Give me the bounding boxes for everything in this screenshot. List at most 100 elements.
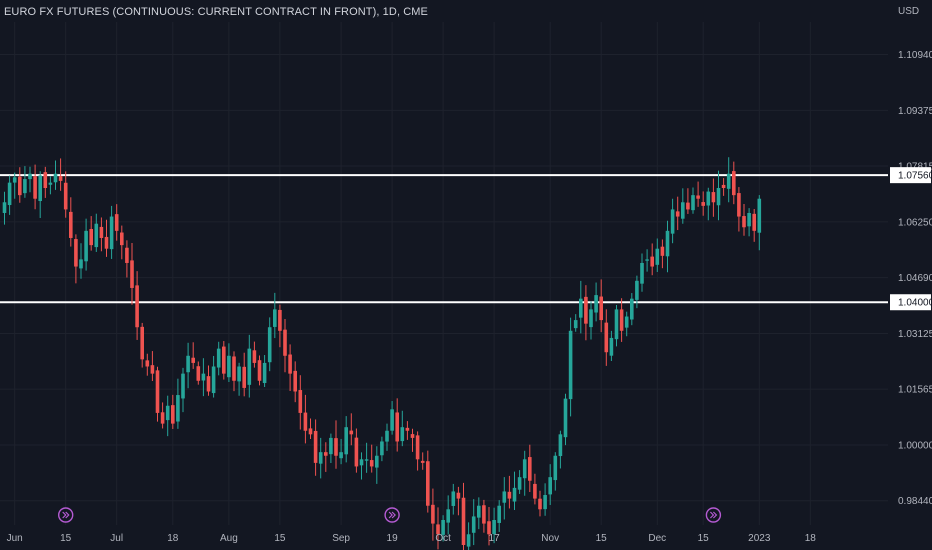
candle [645, 249, 649, 272]
candle-body [278, 309, 282, 331]
candle [247, 334, 252, 398]
candle-body [410, 434, 415, 438]
y-tick-label: 1.07815 [898, 162, 932, 173]
candle-body [589, 309, 593, 328]
candle-body [186, 355, 190, 373]
candle-body [711, 192, 716, 203]
candle-body [747, 212, 751, 227]
y-tick-label: 1.04690 [898, 273, 932, 284]
candle-body [477, 505, 481, 518]
candle [757, 195, 762, 251]
candle [273, 292, 277, 339]
candle [125, 240, 129, 278]
candle [579, 280, 583, 334]
candle [354, 428, 359, 473]
candle-body [665, 230, 670, 257]
candle [48, 176, 53, 195]
candle-body [359, 459, 364, 466]
time-axis[interactable]: Jun 15 Jul 18 Aug 15 Sep 19 Oct 17 Nov 15 Dec 15 2023 1… [7, 533, 817, 544]
candle-body [385, 430, 389, 442]
level-price-label: 1.07560 [898, 171, 932, 182]
candle-body [84, 230, 88, 262]
candle [359, 452, 364, 480]
candle-body [130, 260, 134, 288]
candle-body [165, 405, 170, 421]
dividend-marker-icon[interactable] [384, 507, 400, 523]
candle-body [18, 176, 22, 196]
candle [135, 271, 139, 340]
candle-body [405, 427, 410, 431]
candle-body [191, 357, 195, 363]
candle-body [619, 309, 624, 331]
candle-body [482, 505, 486, 524]
candle [145, 353, 150, 376]
candle-body [742, 216, 746, 228]
candle [109, 205, 114, 259]
candle [599, 279, 603, 333]
candle-body [176, 395, 180, 422]
candle [390, 401, 394, 435]
candle-body [171, 405, 175, 424]
y-tick-label: 1.01565 [898, 385, 932, 396]
candle [7, 175, 12, 215]
candle [74, 234, 78, 284]
level-price-label: 1.04000 [898, 298, 932, 309]
y-tick-label: 1.00000 [898, 441, 932, 452]
x-tick-label: Oct [435, 533, 451, 544]
candle [630, 293, 634, 326]
candle-body [512, 487, 517, 502]
candle-body [120, 232, 124, 246]
candle [242, 352, 246, 397]
candle [89, 216, 93, 251]
candle-body [655, 248, 660, 265]
candle-body [109, 216, 114, 250]
candle-body [701, 202, 705, 206]
dividend-marker-icon[interactable] [57, 507, 74, 523]
candle-body [471, 516, 476, 533]
dividend-marker-icon[interactable] [705, 507, 722, 523]
candle [670, 198, 675, 244]
candle-body [645, 259, 649, 261]
candle-body [23, 179, 27, 194]
candle [706, 187, 711, 221]
candle [451, 483, 456, 515]
x-tick-label: Dec [648, 533, 666, 544]
candle [267, 317, 272, 372]
candle [53, 160, 58, 190]
candle-body [548, 477, 552, 495]
candle-body [395, 412, 399, 442]
x-tick-label: 15 [274, 533, 286, 544]
candle [262, 355, 267, 388]
candle [140, 322, 144, 368]
candle [222, 341, 226, 380]
candle [58, 158, 63, 191]
candle-body [538, 498, 542, 510]
candle [609, 330, 614, 362]
candle [563, 393, 568, 446]
candle [344, 416, 348, 463]
candle-body [375, 455, 379, 468]
candle [726, 157, 731, 203]
candle-body [48, 182, 53, 185]
candle [461, 482, 466, 550]
candle [528, 444, 532, 493]
candle [711, 178, 716, 217]
candle [686, 188, 690, 214]
candle [18, 167, 22, 203]
candle [380, 436, 384, 462]
candle [487, 507, 491, 546]
candle-body [125, 247, 129, 263]
candle-body [145, 360, 150, 367]
price-axis[interactable]: 1.10940 1.09375 1.07815 1.06250 1.04690 1.031… [890, 50, 932, 507]
candle [369, 444, 374, 473]
candle-body [99, 226, 104, 238]
candle [303, 394, 308, 444]
candle [364, 442, 369, 473]
candle-body [528, 457, 532, 481]
candle-body [344, 427, 348, 455]
candle-body [104, 236, 109, 249]
candle [696, 181, 700, 207]
candle [716, 170, 721, 221]
candle-body [553, 455, 558, 481]
